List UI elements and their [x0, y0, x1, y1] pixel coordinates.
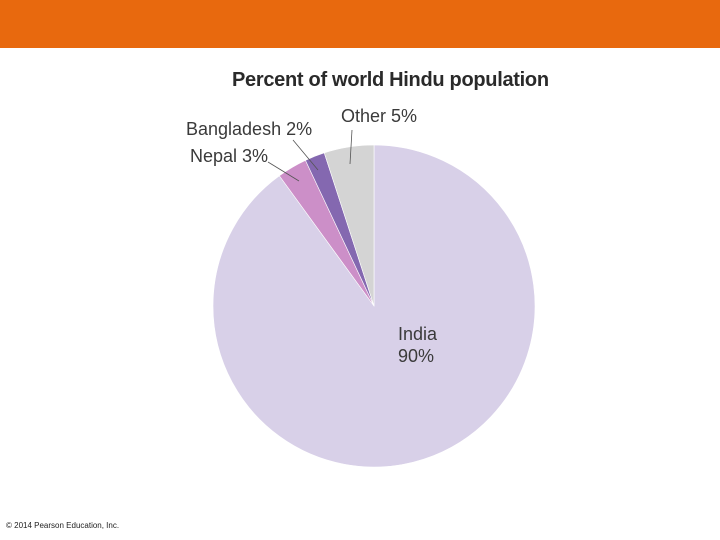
leader-line-nepal [267, 161, 300, 182]
pie-labels: India 90% Nepal 3% Bangladesh 2% Other 5% [186, 106, 438, 366]
slice-label-india: India 90% [398, 324, 438, 366]
header-bar [0, 0, 720, 48]
leader-line-bangladesh [292, 139, 319, 171]
slice-label-bangladesh: Bangladesh 2% [186, 119, 312, 139]
copyright-notice: © 2014 Pearson Education, Inc. [6, 521, 120, 530]
chart-title: Percent of world Hindu population [232, 69, 549, 91]
pie-slices [212, 144, 536, 468]
leader-line-other [349, 129, 353, 165]
slice-label-other: Other 5% [341, 106, 417, 126]
pie-slice-other [323, 144, 375, 307]
slice-label-nepal: Nepal 3% [190, 146, 268, 166]
